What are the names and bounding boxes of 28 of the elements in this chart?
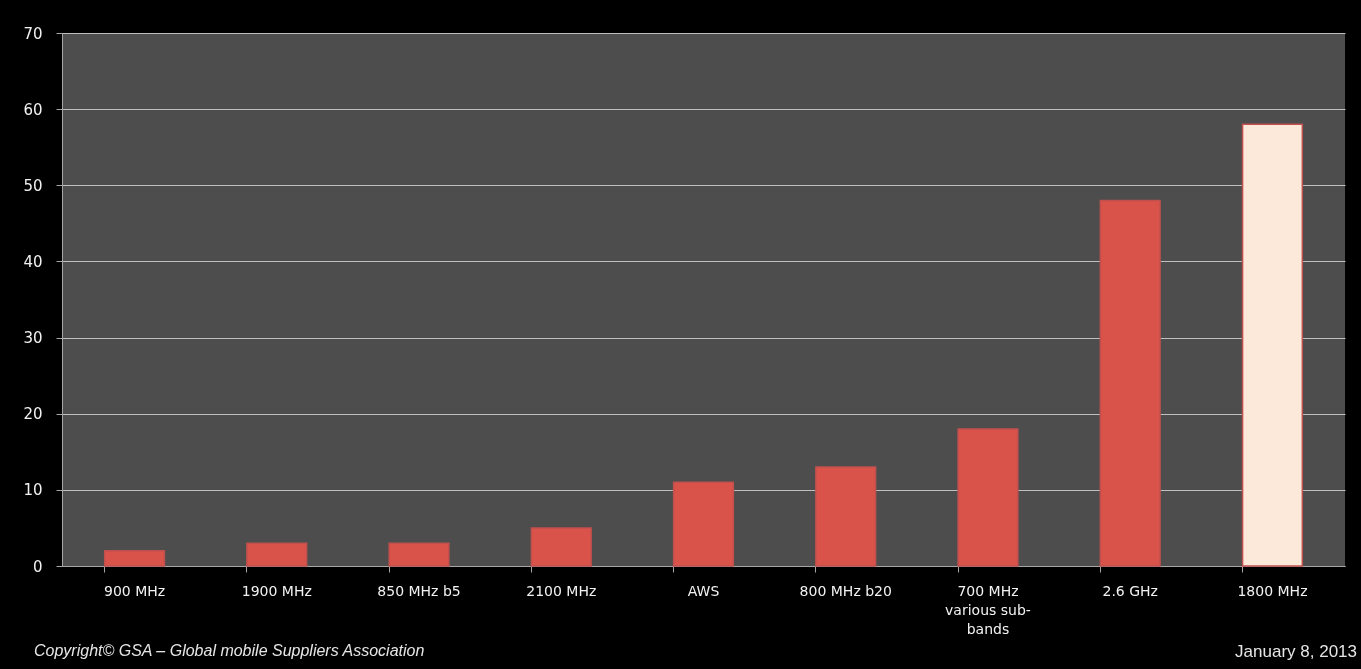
x-tick-label: 900 MHz	[103, 582, 166, 599]
y-tick-label: 0	[32, 557, 43, 576]
x-tick-label: 2.6 GHz	[1102, 582, 1158, 599]
y-tick-label: 30	[23, 329, 43, 348]
x-tick-label: 2100 MHz	[526, 582, 597, 599]
bar	[672, 481, 735, 567]
x-tick-label: 800 MHz b20	[799, 582, 892, 599]
x-tick-label: 1900 MHz	[241, 582, 312, 599]
x-tick-label: 850 MHz b5	[377, 582, 461, 599]
y-tick-label: 40	[23, 252, 43, 271]
x-tick-label: 1800 MHz	[1237, 582, 1308, 599]
y-tick-label: 10	[23, 481, 43, 500]
bar	[1099, 199, 1161, 567]
bar	[103, 550, 166, 567]
x-tick-label: AWS	[687, 582, 720, 599]
text: Copyright© GSA – Global mobile Suppliers Association	[34, 642, 425, 660]
y-tick-label: 50	[23, 176, 43, 195]
bar	[957, 428, 1019, 567]
y-tick-label: 60	[23, 100, 43, 119]
y-tick-label: 70	[23, 24, 43, 43]
bar	[1241, 123, 1304, 567]
y-tick-label: 20	[23, 405, 43, 424]
bar	[388, 542, 450, 567]
text: January 8, 2013	[1235, 642, 1357, 662]
bar	[246, 542, 308, 567]
bar	[815, 466, 877, 567]
x-tick-label: 700 MHz various sub- bands	[945, 582, 1031, 637]
bar	[530, 527, 592, 567]
